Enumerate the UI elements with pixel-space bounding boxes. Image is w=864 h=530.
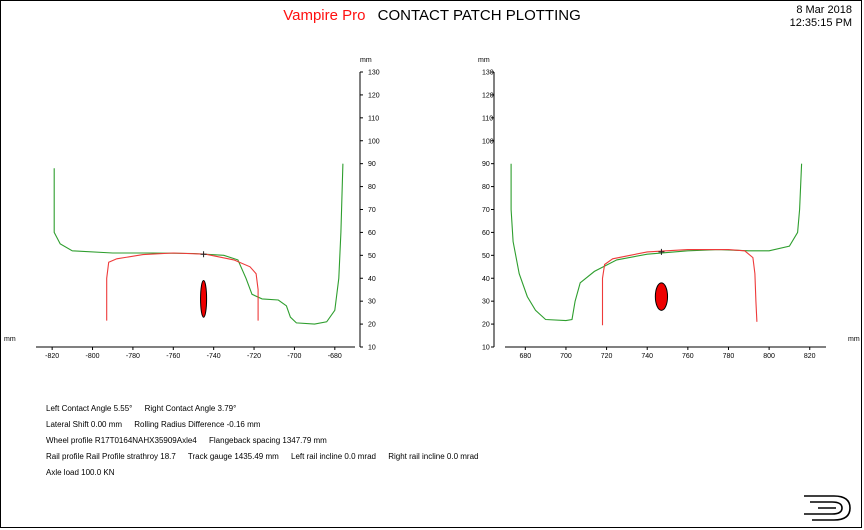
y-tick-label: 100 (368, 138, 380, 145)
track-gauge: Track gauge 1435.49 mm (187, 452, 279, 461)
x-tick-label: -720 (247, 353, 261, 360)
lateral-shift: Lateral Shift 0.00 mm (46, 420, 123, 429)
y-tick-label: 110 (368, 115, 379, 122)
flangeback-spacing: Flangeback spacing 1347.79 mm (209, 436, 327, 445)
y-tick-label: 100 (482, 138, 494, 145)
x-tick-label: 780 (723, 353, 735, 360)
y-tick-label: 60 (482, 230, 490, 237)
y-tick-label: 30 (482, 299, 490, 306)
left-contact-angle: Left Contact Angle 5.55° (46, 404, 133, 413)
rail-row: Rail profile Rail Profile strathroy 18.7… (46, 452, 488, 468)
y-tick-label: 110 (482, 115, 493, 122)
y-tick-label: 20 (482, 322, 490, 329)
y-tick-label: 20 (368, 322, 376, 329)
x-tick-label: 720 (601, 353, 613, 360)
window-title: Vampire Pro CONTACT PATCH PLOTTING (0, 7, 864, 24)
rail-profile-line (106, 252, 259, 321)
axle-row: Axle load 100.0 KN (46, 468, 488, 484)
x-axis-unit: mm (848, 336, 860, 343)
wheel-profile-line (53, 163, 344, 325)
x-tick-label: 800 (763, 353, 775, 360)
y-tick-label: 60 (368, 230, 376, 237)
rail-profile-line (601, 249, 758, 326)
rolling-radius-difference: Rolling Radius Difference -0.16 mm (134, 420, 261, 429)
y-tick-label: 90 (368, 161, 376, 168)
x-tick-label: -780 (126, 353, 140, 360)
wheel-profile-line (510, 163, 803, 322)
y-tick-label: 50 (368, 253, 376, 260)
contact-angle-row: Left Contact Angle 5.55° Right Contact A… (46, 404, 488, 420)
y-axis-unit: mm (478, 57, 490, 64)
rail-profile: Rail profile Rail Profile strathroy 18.7 (46, 452, 176, 461)
x-tick-label: 680 (519, 353, 531, 360)
y-tick-label: 40 (368, 276, 376, 283)
y-tick-label: 80 (368, 184, 376, 191)
x-tick-label: -700 (287, 353, 301, 360)
right-contact-angle: Right Contact Angle 3.79° (144, 404, 237, 413)
x-tick-label: -800 (86, 353, 100, 360)
right-rail-incline: Right rail incline 0.0 mrad (388, 452, 479, 461)
logo-icon (804, 495, 851, 521)
axle-load: Axle load 100.0 KN (46, 468, 115, 477)
y-tick-label: 80 (482, 184, 490, 191)
x-tick-label: 760 (682, 353, 694, 360)
brand-name: Vampire Pro (283, 7, 366, 24)
right-plot: 680 700 720 740 760 780 800 820 mm 10 20 30 40 50 60 70… (478, 57, 860, 360)
y-tick-label: 30 (368, 299, 376, 306)
y-tick-label: 90 (482, 161, 490, 168)
y-tick-label: 50 (482, 253, 490, 260)
y-tick-label: 120 (368, 92, 380, 99)
x-tick-label: -740 (207, 353, 221, 360)
y-axis-unit: mm (360, 57, 372, 64)
contact-patch-ellipse (654, 282, 669, 311)
contact-patch-ellipse (200, 280, 208, 318)
timestamp: 8 Mar 2018 12:35:15 PM (790, 4, 852, 30)
x-tick-label: -820 (45, 353, 59, 360)
y-tick-label: 70 (482, 207, 490, 214)
y-tick-label: 130 (368, 70, 380, 77)
x-tick-label: 820 (804, 353, 816, 360)
y-tick-label: 130 (482, 70, 494, 77)
y-tick-label: 70 (368, 207, 376, 214)
x-tick-label: -680 (328, 353, 342, 360)
title-text: CONTACT PATCH PLOTTING (377, 7, 581, 24)
y-tick-label: 10 (482, 345, 490, 352)
x-tick-label: -760 (166, 353, 180, 360)
y-tick-label: 10 (368, 345, 376, 352)
wheel-row: Wheel profile R17T0164NAHX35909Axle4 Fla… (46, 436, 488, 452)
y-tick-label: 120 (482, 92, 494, 99)
x-tick-label: 740 (641, 353, 653, 360)
shift-row: Lateral Shift 0.00 mm Rolling Radius Dif… (46, 420, 488, 436)
contact-point-marker (658, 248, 665, 255)
y-tick-label: 40 (482, 276, 490, 283)
wheel-profile: Wheel profile R17T0164NAHX35909Axle4 (46, 436, 197, 445)
x-axis-unit: mm (4, 336, 16, 343)
time-text: 12:35:15 PM (789, 17, 852, 29)
left-plot: -820 -800 -780 -760 -740 -720 -700 -680 mm 10 20 30… (4, 57, 380, 360)
x-tick-label: 700 (560, 353, 572, 360)
date-text: 8 Mar 2018 (796, 4, 852, 16)
parameters-panel: Left Contact Angle 5.55° Right Contact A… (46, 404, 488, 484)
contact-point-marker (200, 251, 207, 258)
left-rail-incline: Left rail incline 0.0 mrad (291, 452, 376, 461)
